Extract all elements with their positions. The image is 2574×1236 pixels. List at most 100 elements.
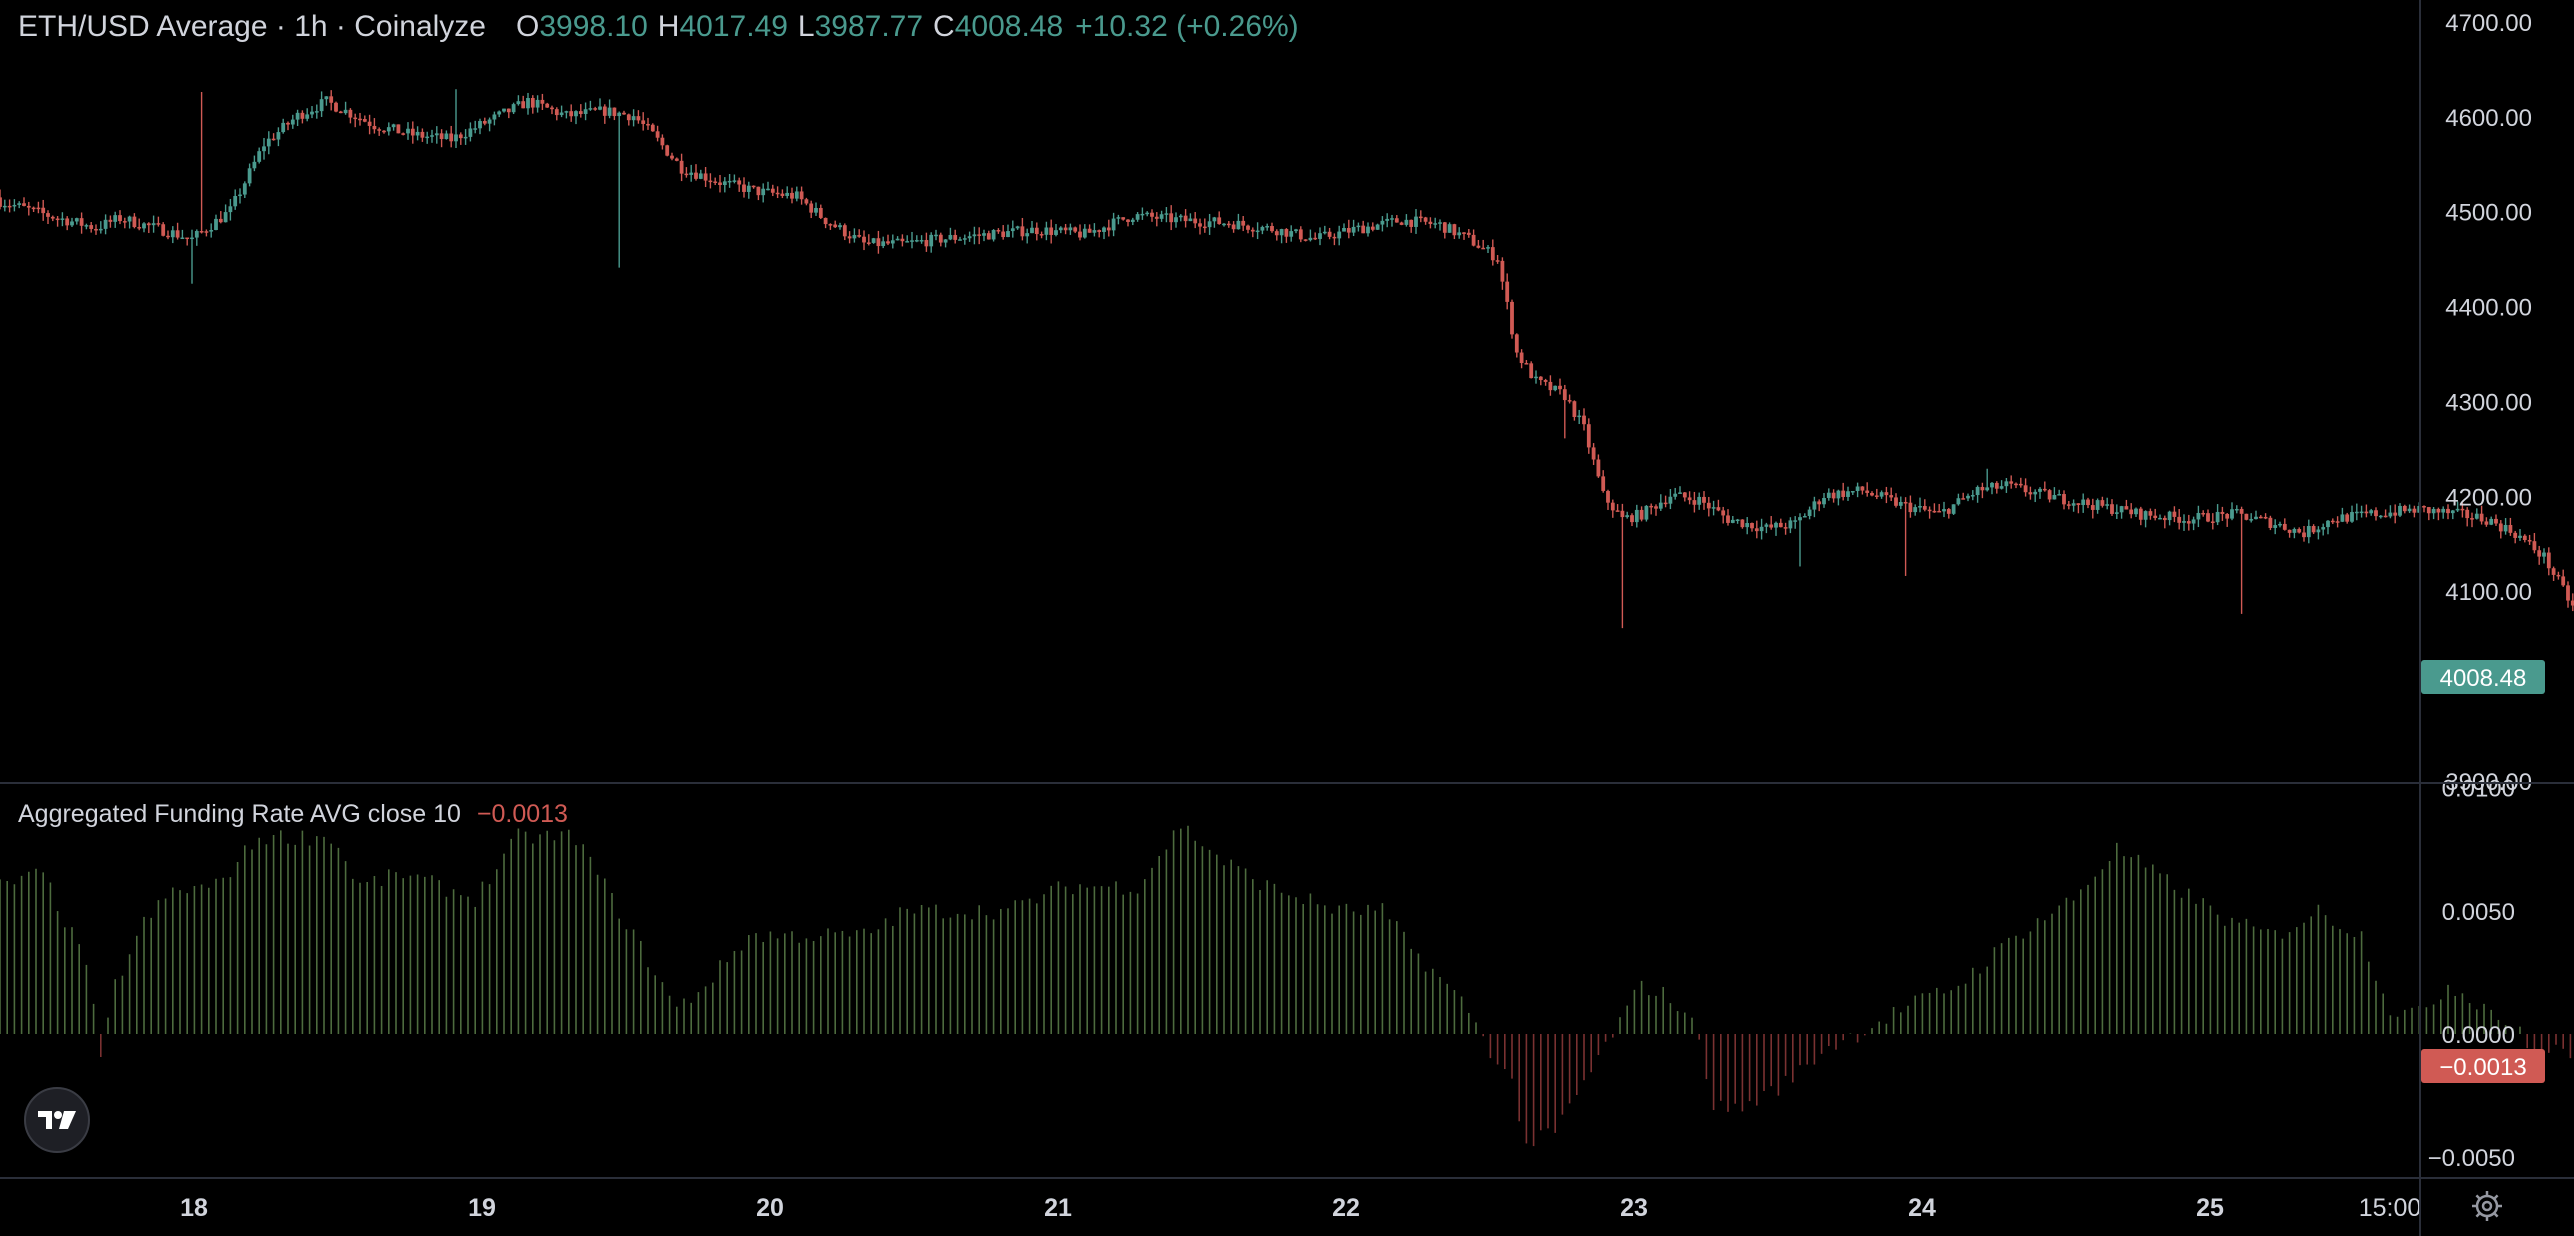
candle[interactable] (166, 230, 170, 240)
candle[interactable] (564, 110, 569, 119)
candle[interactable] (1255, 222, 1260, 240)
candle[interactable] (223, 204, 228, 223)
candle[interactable] (2167, 510, 2172, 526)
candle[interactable] (919, 235, 924, 244)
candle[interactable] (386, 122, 391, 136)
candle[interactable] (1658, 494, 1663, 511)
candle[interactable] (2508, 517, 2513, 536)
candle[interactable] (1524, 360, 1529, 365)
candle[interactable] (233, 189, 238, 210)
candle[interactable] (2086, 497, 2090, 509)
candle[interactable] (1625, 511, 1630, 519)
candle[interactable] (1817, 499, 1822, 512)
candle[interactable] (1529, 361, 1534, 379)
candle[interactable] (1610, 499, 1615, 518)
candle[interactable] (1831, 489, 1836, 503)
candle[interactable] (665, 144, 670, 157)
candle[interactable] (2570, 593, 2574, 612)
candle[interactable] (2062, 490, 2066, 510)
candle[interactable] (722, 177, 727, 193)
candle[interactable] (1898, 496, 1903, 510)
candle[interactable] (1778, 518, 1783, 528)
candle[interactable] (137, 218, 142, 231)
candle[interactable] (1754, 520, 1759, 539)
candle[interactable] (953, 229, 958, 244)
candle[interactable] (511, 102, 516, 115)
candle[interactable] (1030, 220, 1034, 234)
candle[interactable] (1226, 221, 1231, 228)
candle[interactable] (180, 229, 185, 240)
funding-pane[interactable] (0, 825, 2574, 1147)
candle[interactable] (1015, 225, 1020, 230)
candle[interactable] (214, 214, 218, 231)
candle[interactable] (982, 229, 986, 242)
candle[interactable] (401, 132, 406, 136)
candle[interactable] (1572, 400, 1577, 421)
candle[interactable] (1970, 490, 1975, 501)
candle[interactable] (2422, 505, 2426, 513)
candle[interactable] (2201, 510, 2206, 517)
candle[interactable] (1764, 522, 1769, 534)
candle[interactable] (2470, 512, 2474, 528)
candle[interactable] (1356, 222, 1361, 232)
candle[interactable] (2450, 509, 2455, 520)
candle[interactable] (1351, 219, 1356, 237)
candle[interactable] (737, 177, 742, 192)
candle[interactable] (2119, 505, 2124, 519)
candle[interactable] (434, 126, 439, 144)
candle[interactable] (1068, 223, 1073, 235)
candle[interactable] (314, 104, 319, 119)
candle[interactable] (1634, 504, 1639, 528)
candle[interactable] (1274, 229, 1279, 241)
candle[interactable] (996, 228, 1001, 234)
candle[interactable] (1788, 517, 1793, 534)
candle[interactable] (89, 221, 94, 233)
candle[interactable] (1654, 504, 1658, 516)
candle[interactable] (295, 109, 300, 127)
candle[interactable] (895, 236, 900, 241)
candle[interactable] (535, 95, 540, 113)
candle[interactable] (482, 117, 487, 126)
candle[interactable] (838, 222, 842, 230)
candle[interactable] (2033, 489, 2038, 503)
candle[interactable] (842, 223, 847, 241)
candle[interactable] (578, 104, 583, 118)
candle[interactable] (367, 114, 372, 135)
candle[interactable] (2158, 514, 2162, 520)
candle[interactable] (1826, 488, 1831, 501)
candle[interactable] (1644, 505, 1649, 522)
candle[interactable] (1582, 408, 1586, 431)
funding-indicator-title[interactable]: Aggregated Funding Rate AVG close 10 (18, 800, 461, 828)
candle[interactable] (1044, 221, 1049, 241)
candle[interactable] (132, 213, 137, 229)
candle[interactable] (1092, 223, 1097, 237)
candle[interactable] (554, 107, 559, 121)
candle[interactable] (929, 232, 934, 253)
candle[interactable] (22, 197, 26, 207)
candle[interactable] (1922, 499, 1927, 512)
candle[interactable] (1447, 222, 1452, 233)
candle[interactable] (2138, 506, 2143, 526)
candle[interactable] (1063, 223, 1068, 235)
candle[interactable] (1726, 509, 1730, 526)
candle[interactable] (1850, 490, 1855, 495)
candle[interactable] (1481, 239, 1486, 250)
funding-axis[interactable]: 0.0100 0.0050 0.0000 −0.0050 −0.0013 (2421, 776, 2545, 1173)
candle[interactable] (290, 114, 295, 129)
candle[interactable] (761, 183, 766, 203)
candle[interactable] (569, 104, 574, 122)
candle[interactable] (1054, 224, 1058, 237)
candle[interactable] (358, 112, 362, 126)
candle[interactable] (1428, 217, 1433, 229)
candle[interactable] (1937, 503, 1942, 513)
candle[interactable] (1073, 226, 1078, 234)
candle[interactable] (1241, 216, 1246, 232)
candle[interactable] (1692, 491, 1697, 513)
candle[interactable] (2234, 505, 2239, 514)
candle[interactable] (1591, 443, 1596, 465)
candle[interactable] (2095, 498, 2100, 514)
candle[interactable] (1486, 245, 1490, 254)
candle[interactable] (151, 215, 156, 233)
candle[interactable] (1025, 228, 1030, 244)
candle[interactable] (1750, 522, 1754, 532)
